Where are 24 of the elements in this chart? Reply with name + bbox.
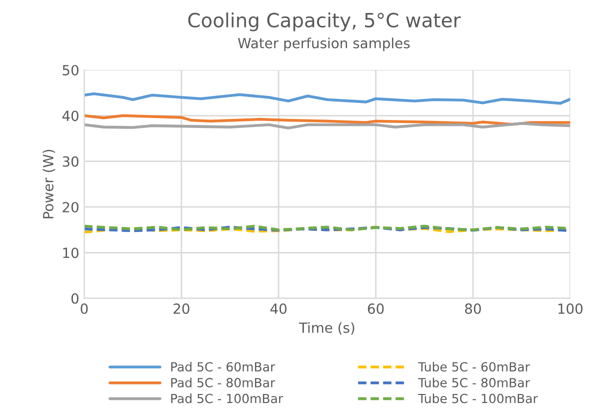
y-tick-label: 20 — [62, 202, 78, 212]
x-tick-label: 80 — [465, 303, 481, 314]
y-tick-label: 40 — [62, 110, 78, 122]
x-tick-label: 20 — [174, 303, 190, 314]
x-tick-label: 40 — [270, 303, 287, 314]
y-tick-label: 0 — [71, 293, 78, 304]
x-tick-label: 0 — [80, 303, 88, 314]
y-tick-label: 50 — [62, 64, 78, 76]
line-series — [84, 92, 570, 105]
x-tick-label: 100 — [558, 303, 582, 314]
legend-label: Pad 5C - 100mBar — [171, 394, 284, 404]
y-tick-label: 30 — [62, 156, 78, 167]
line-series — [84, 114, 570, 126]
legend-label: Tube 5C - 80mBar — [418, 378, 530, 388]
chart-subtitle: Water perfusion samples — [238, 38, 410, 52]
legend-label: Tube 5C - 100mBar — [418, 394, 538, 404]
legend-label: Pad 5C - 60mBar — [171, 362, 276, 372]
x-tick-label: 60 — [368, 303, 384, 314]
chart-title: Cooling Capacity, 5°C water — [188, 12, 461, 32]
y-tick-label: 10 — [63, 248, 78, 258]
legend-label: Tube 5C - 60mBar — [418, 362, 530, 372]
y-axis-title: Power (W) — [42, 150, 56, 218]
legend-label: Pad 5C - 80mBar — [171, 378, 276, 388]
x-axis-title: Time (s) — [298, 322, 354, 335]
